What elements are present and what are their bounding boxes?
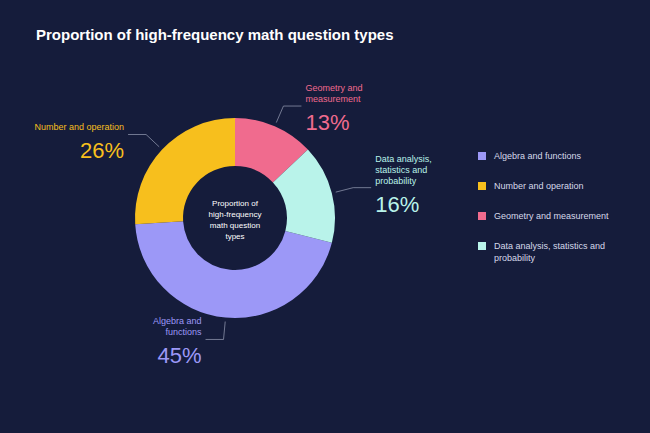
svg-text:Geometry and: Geometry and	[305, 83, 362, 93]
svg-text:probability: probability	[375, 176, 417, 186]
svg-text:statistics and: statistics and	[375, 165, 427, 175]
svg-text:16%: 16%	[375, 192, 419, 217]
html-text:Data analysis, statistics and: Data analysis, statistics and probabilit…	[494, 241, 606, 263]
svg-text:45%: 45%	[157, 343, 201, 368]
html-text:Proportion of: Proportion of	[212, 199, 258, 208]
html-text:Geometry and measurement: Geometry and measurement	[494, 211, 609, 221]
svg-text:Number and operation: Number and operation	[35, 122, 125, 132]
svg-text:measurement: measurement	[305, 94, 361, 104]
svg-text:Data analysis,: Data analysis,	[375, 154, 432, 164]
html-text:types: types	[225, 232, 245, 241]
html-text:Algebra and functions: Algebra and functions	[494, 151, 582, 161]
svg-text:26%: 26%	[80, 138, 124, 163]
html-text:high-frequency: high-frequency	[208, 210, 262, 219]
svg-text:13%: 13%	[305, 110, 349, 135]
html-text:math question: math question	[209, 221, 261, 230]
html-text:Proportion of high-frequency m: Proportion of high-frequency math questi…	[36, 26, 394, 43]
svg-text:functions: functions	[165, 327, 202, 337]
svg-text:Algebra and: Algebra and	[153, 316, 202, 326]
html-text:Number and operation: Number and operation	[494, 181, 584, 191]
